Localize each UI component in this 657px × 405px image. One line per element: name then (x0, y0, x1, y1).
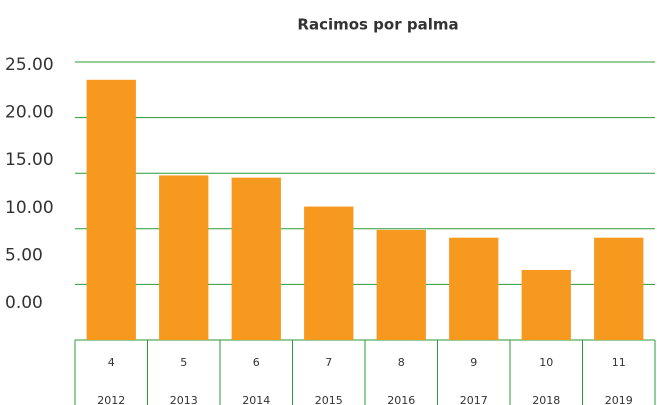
x-tick-label: 2014 (242, 394, 270, 405)
chart-title: Racimos por palma (297, 16, 458, 34)
x-tick-label: 2015 (315, 394, 343, 405)
x-sublabel: 11 (612, 356, 626, 369)
x-tick-label: 2012 (97, 394, 125, 405)
x-tick-label: 2016 (387, 394, 415, 405)
y-tick-label: 10.00 (5, 198, 54, 218)
y-tick-label: 25.00 (5, 55, 54, 75)
bar (231, 177, 281, 340)
x-sublabel: 6 (253, 356, 260, 369)
x-tick-label: 2013 (170, 394, 198, 405)
bar (86, 79, 136, 341)
x-sublabel: 8 (398, 356, 405, 369)
x-tick-label: 2018 (532, 394, 560, 405)
x-sublabel: 4 (108, 356, 115, 369)
y-tick-label: 20.00 (5, 103, 54, 123)
y-tick-label: 5.00 (5, 245, 43, 265)
x-sublabel: 5 (180, 356, 187, 369)
x-tick-label: 2017 (460, 394, 488, 405)
x-tick-label: 2019 (605, 394, 633, 405)
y-tick-label: 15.00 (5, 150, 54, 170)
bar (449, 237, 499, 340)
x-sublabel: 10 (539, 356, 553, 369)
bar (159, 175, 209, 340)
bar (376, 229, 426, 340)
bar (594, 237, 644, 340)
bar (304, 206, 354, 340)
bar (521, 269, 571, 340)
y-tick-label: 0.00 (5, 293, 43, 313)
x-sublabel: 9 (470, 356, 477, 369)
x-sublabel: 7 (325, 356, 332, 369)
